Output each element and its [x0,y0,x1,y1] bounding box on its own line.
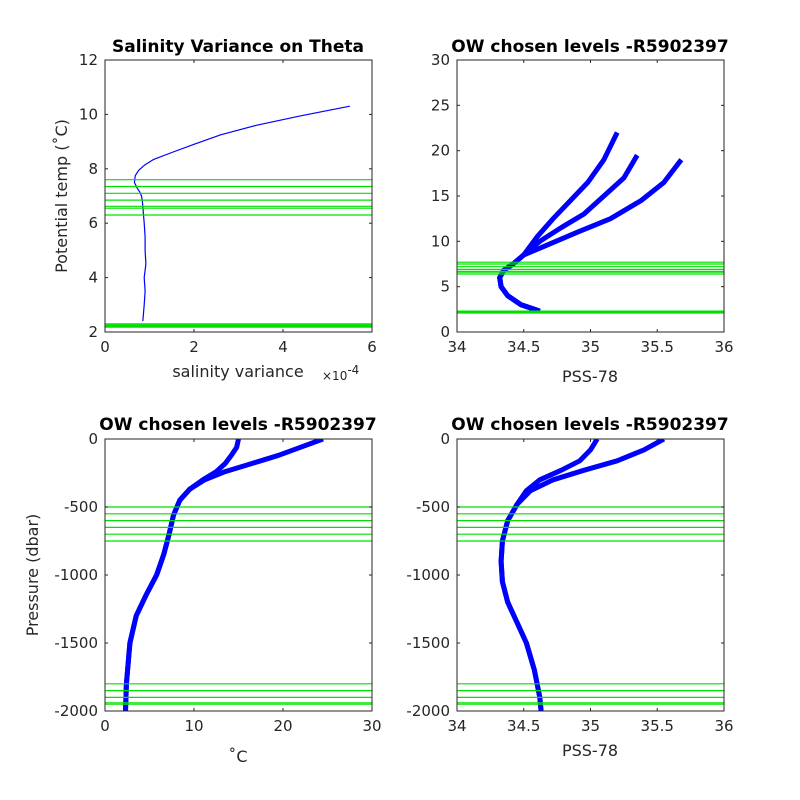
panel-title: Salinity Variance on Theta [112,37,364,57]
profile-line [123,439,241,711]
y-tick-label: 5 [440,278,450,296]
panel-pressure-salinity: OW chosen levels -R5902397 PSS-78 34 34.5… [406,415,733,760]
y-tick-label: 0 [88,430,98,448]
y-tick-label: 30 [431,51,450,69]
x-tick-label: 20 [273,717,292,735]
y-tick-label: -1000 [406,566,450,584]
panel-title: OW chosen levels -R5902397 [99,415,376,435]
x-tick-label: 2 [189,338,199,356]
panel-theta-salinity: OW chosen levels -R5902397 PSS-78 34 34.5… [431,37,734,386]
x-tick-label: 10 [184,717,203,735]
y-tick-label: -1500 [406,634,450,652]
y-tick-label: -500 [416,498,450,516]
profile-line [497,131,620,314]
y-tick-label: 8 [88,160,98,178]
x-multiplier: ×10-4 [322,363,359,383]
plot-area [105,439,372,711]
y-tick-label: 4 [88,269,98,287]
x-tick-label: 35 [581,717,600,735]
x-tick-label: 34 [447,717,466,735]
panel-salinity-variance: Salinity Variance on Theta salinity vari… [52,37,377,383]
axes-box [104,59,373,333]
y-tick-label: 10 [79,105,98,123]
profile-line [133,105,350,322]
x-tick-label: 35.5 [641,717,674,735]
x-tick-label: 4 [278,338,288,356]
y-tick-label: 2 [88,323,98,341]
y-tick-label: -500 [64,498,98,516]
x-tick-label: 34 [447,338,466,356]
x-tick-label: 34.5 [507,717,540,735]
y-tick-label: -2000 [406,702,450,720]
y-tick-label: -1000 [54,566,98,584]
y-tick-label: 15 [431,187,450,205]
x-tick-label: 34.5 [507,338,540,356]
y-tick-label: 25 [431,96,450,114]
x-tick-label: 0 [100,717,110,735]
x-axis-label: PSS-78 [562,741,618,760]
x-multiplier-base: ×10 [322,369,347,383]
x-tick-label: 35 [581,338,600,356]
y-tick-label: -1500 [54,634,98,652]
plot-area [105,105,372,328]
y-tick-label: 0 [440,323,450,341]
panel-title: OW chosen levels -R5902397 [451,415,728,435]
y-tick-label: 10 [431,232,450,250]
x-tick-label: 30 [362,717,381,735]
y-axis-label: Potential temp (˚C) [52,119,71,273]
x-axis-label: salinity variance [172,362,303,381]
x-axis-label: ˚C [228,747,247,766]
x-axis-label: PSS-78 [562,367,618,386]
x-tick-label: 36 [714,338,733,356]
y-tick-label: 6 [88,214,98,232]
panel-pressure-temperature: OW chosen levels -R5902397 ˚C Pressure (… [23,415,382,766]
plot-area [457,439,724,711]
panel-title: OW chosen levels -R5902397 [451,37,728,57]
x-tick-label: 0 [100,338,110,356]
y-tick-label: 20 [431,142,450,160]
plot-area [457,131,724,314]
y-axis-label: Pressure (dbar) [23,514,42,637]
y-tick-label: 0 [440,430,450,448]
y-tick-label: 12 [79,51,98,69]
x-tick-label: 36 [714,717,733,735]
y-tick-label: -2000 [54,702,98,720]
x-multiplier-exponent: -4 [347,363,359,377]
x-tick-label: 6 [367,338,377,356]
x-tick-label: 35.5 [641,338,674,356]
